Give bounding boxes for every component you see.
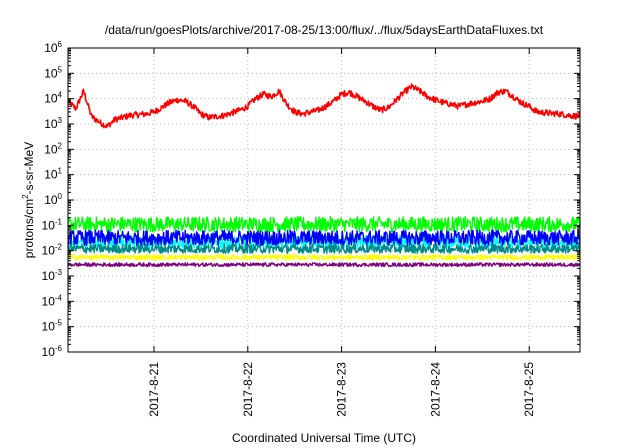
y-axis-label-sup: 2 <box>21 194 30 199</box>
x-tick-label: 2017-8-23 <box>335 362 349 417</box>
y-tick-label: 10-2 <box>42 243 63 258</box>
series-line-6 <box>67 254 581 261</box>
y-tick-label: 10-3 <box>42 268 63 283</box>
y-axis-label: protons/cm2-s-sr-MeV <box>21 142 36 258</box>
y-tick-label: 10-5 <box>42 319 63 334</box>
y-tick-label: 102 <box>44 141 62 156</box>
series-line-2 <box>67 216 581 233</box>
x-tick-label: 2017-8-22 <box>241 362 255 417</box>
y-tick-label-exp: 6 <box>58 40 63 49</box>
y-axis-label-suffix: -s-sr-MeV <box>22 142 36 195</box>
y-tick-label-exp: 4 <box>58 91 63 100</box>
y-tick-label: 100 <box>44 192 62 207</box>
y-tick-label: 101 <box>44 167 62 182</box>
series-line-1 <box>67 83 581 129</box>
y-tick-label-exp: -4 <box>55 293 63 302</box>
y-tick-label: 10-4 <box>42 293 63 308</box>
y-tick-label-base: 10 <box>44 142 58 156</box>
y-tick-label-base: 10 <box>44 92 58 106</box>
y-tick-label-exp: -2 <box>55 243 63 252</box>
x-tick-label: 2017-8-21 <box>147 362 161 417</box>
y-tick-label-exp: -3 <box>55 268 63 277</box>
x-tick-label: 2017-8-24 <box>428 362 442 417</box>
y-tick-label-base: 10 <box>44 117 58 131</box>
tick-layer: 10-610-510-410-310-210-11001011021031041… <box>42 40 580 417</box>
y-tick-label: 103 <box>44 116 62 131</box>
y-tick-label: 106 <box>44 40 62 55</box>
series-line-5 <box>67 243 581 254</box>
y-tick-label-exp: -6 <box>55 344 63 353</box>
y-tick-label: 105 <box>44 65 62 80</box>
y-axis-label-prefix: protons/cm <box>22 199 36 258</box>
series-line-4 <box>67 229 581 247</box>
x-tick-label: 2017-8-25 <box>522 362 536 417</box>
y-tick-label-base: 10 <box>44 41 58 55</box>
y-tick-label-exp: 3 <box>58 116 63 125</box>
y-tick-label-exp: -1 <box>55 217 63 226</box>
y-tick-label: 10-6 <box>42 344 63 359</box>
y-tick-label-base: 10 <box>42 320 56 334</box>
y-tick-label-exp: -5 <box>55 319 63 328</box>
y-tick-label-base: 10 <box>42 244 56 258</box>
y-tick-label-exp: 1 <box>58 167 63 176</box>
y-tick-label-base: 10 <box>44 66 58 80</box>
y-tick-label-base: 10 <box>42 345 56 359</box>
y-tick-label-base: 10 <box>44 168 58 182</box>
y-tick-label-exp: 0 <box>58 192 63 201</box>
y-tick-label: 10-1 <box>42 217 63 232</box>
y-tick-label-exp: 2 <box>58 141 63 150</box>
y-tick-label-exp: 5 <box>58 65 63 74</box>
y-tick-label-base: 10 <box>42 218 56 232</box>
x-axis-label: Coordinated Universal Time (UTC) <box>232 431 416 445</box>
y-tick-label-base: 10 <box>42 294 56 308</box>
series-layer <box>67 83 581 268</box>
y-tick-label-base: 10 <box>42 269 56 283</box>
y-tick-label-base: 10 <box>44 193 58 207</box>
chart-title: /data/run/goesPlots/archive/2017-08-25/1… <box>105 23 544 37</box>
series-line-7 <box>67 262 581 268</box>
y-tick-label: 104 <box>44 91 62 106</box>
